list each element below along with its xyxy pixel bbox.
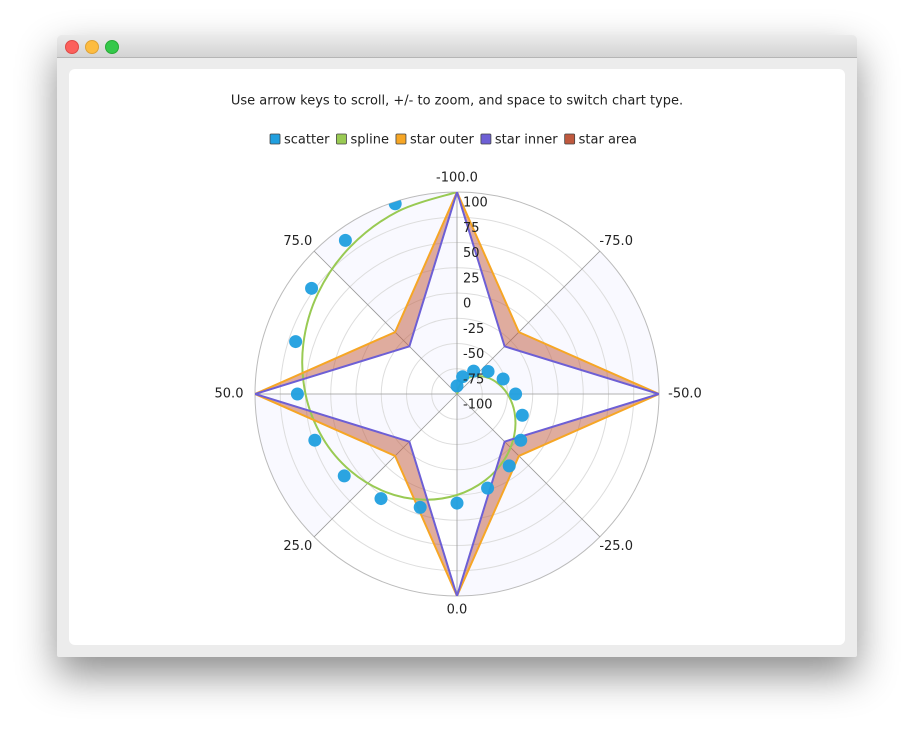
radial-tick-label: 25 bbox=[463, 271, 480, 286]
legend-label: spline bbox=[350, 133, 389, 148]
scatter-point bbox=[290, 387, 304, 401]
angular-shade bbox=[457, 251, 659, 394]
title-bar bbox=[57, 35, 857, 58]
legend-label: scatter bbox=[284, 133, 330, 148]
scatter-point bbox=[509, 387, 523, 401]
scatter-point bbox=[467, 364, 481, 378]
scatter-point bbox=[305, 281, 319, 295]
close-button[interactable] bbox=[65, 40, 79, 54]
angular-grid-line bbox=[313, 250, 458, 395]
legend-marker bbox=[269, 133, 281, 145]
chart-title: Use arrow keys to scroll, +/- to zoom, a… bbox=[231, 94, 683, 109]
radial-tick-label: 50 bbox=[463, 246, 480, 261]
radial-tick-label: -100 bbox=[463, 398, 493, 413]
scatter-point bbox=[338, 233, 352, 247]
scatter-point bbox=[502, 459, 516, 473]
scatter-point bbox=[481, 481, 495, 495]
plot-area bbox=[255, 192, 659, 596]
scatter-point bbox=[413, 500, 427, 514]
angular-grid-line bbox=[456, 393, 601, 538]
angular-tick-label: 25.0 bbox=[283, 539, 312, 554]
scatter-point bbox=[337, 469, 351, 483]
scatter-point bbox=[289, 335, 303, 349]
legend-marker bbox=[480, 133, 492, 145]
angular-tick-label: -100.0 bbox=[436, 171, 478, 186]
scatter-point bbox=[514, 433, 528, 447]
radial-tick-label: -50 bbox=[463, 347, 484, 362]
angular-tick-label: 50.0 bbox=[215, 387, 244, 402]
scatter-point bbox=[496, 372, 510, 386]
scatter-point bbox=[388, 197, 402, 211]
angular-grid-line bbox=[456, 250, 601, 395]
legend-marker bbox=[336, 133, 347, 145]
scatter-point bbox=[308, 433, 322, 447]
radial-tick-label: -75 bbox=[463, 372, 484, 387]
angular-tick-label: -25.0 bbox=[599, 539, 633, 554]
legend-label: star area bbox=[579, 133, 637, 148]
line bbox=[255, 192, 659, 596]
zoom-button[interactable] bbox=[105, 40, 119, 54]
legend-marker bbox=[395, 133, 407, 145]
scatter-point bbox=[456, 370, 470, 384]
radial-tick-label: 75 bbox=[463, 221, 480, 236]
radial-tick-label: 0 bbox=[463, 297, 471, 312]
minimize-button[interactable] bbox=[85, 40, 99, 54]
angular-tick-label: -75.0 bbox=[599, 234, 633, 249]
line bbox=[255, 192, 659, 596]
angular-tick-label: 0.0 bbox=[447, 603, 468, 618]
scatter-point bbox=[515, 408, 529, 422]
angular-tick-label: 75.0 bbox=[283, 234, 312, 249]
radial-tick-label: -25 bbox=[463, 322, 484, 337]
legend-marker bbox=[564, 133, 576, 145]
scatter-point bbox=[481, 364, 495, 378]
legend-label: star inner bbox=[495, 133, 558, 148]
legend-label: star outer bbox=[410, 133, 475, 148]
angular-shade bbox=[255, 394, 457, 537]
scatter-point bbox=[374, 492, 388, 506]
scatter-point bbox=[450, 496, 464, 510]
radial-tick-label: 100 bbox=[463, 196, 488, 211]
angular-grid-line bbox=[313, 393, 458, 538]
angular-shade bbox=[457, 394, 600, 596]
angular-tick-label: -50.0 bbox=[668, 387, 702, 402]
